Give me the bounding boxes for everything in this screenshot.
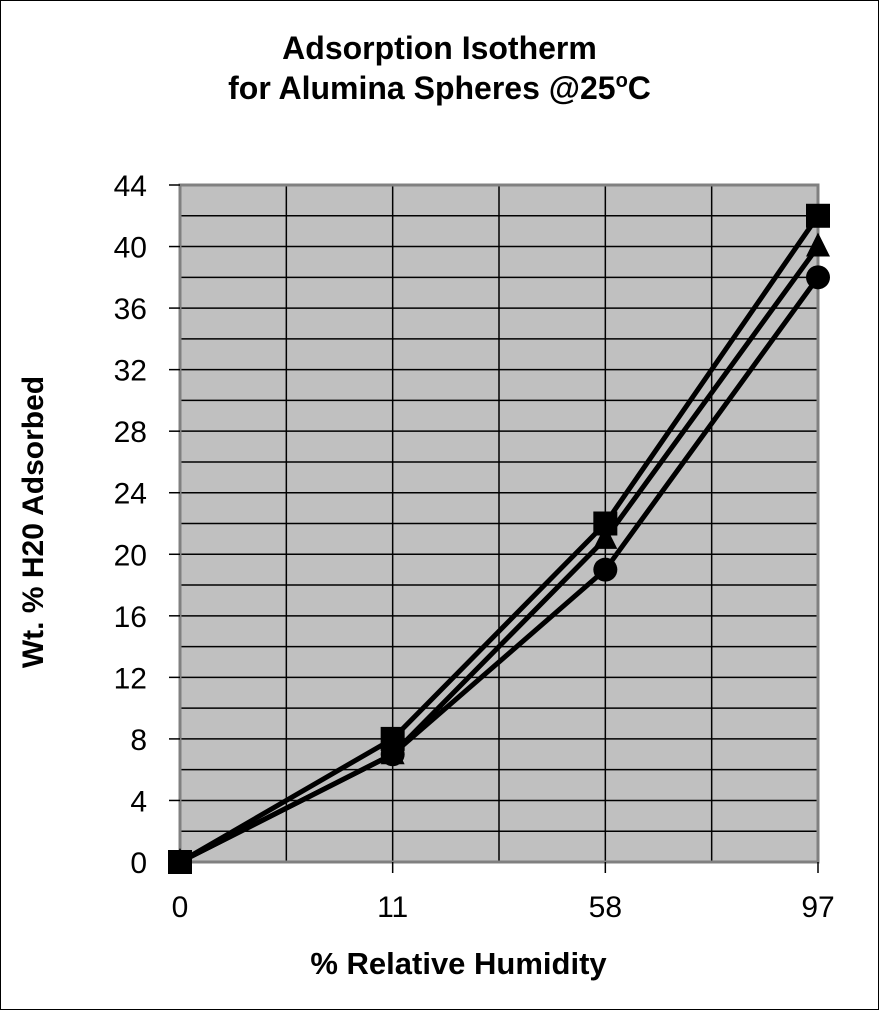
x-tick-label: 0: [172, 891, 189, 924]
triangle-marker-icon: [593, 524, 618, 549]
chart-title-line2: for Alumina Spheres @25oC: [228, 70, 651, 106]
x-tick-label: 11: [377, 891, 408, 924]
y-tick-label: 40: [114, 232, 147, 265]
y-tick-label: 20: [114, 539, 147, 572]
square-marker-icon: [806, 203, 830, 228]
circle-marker-icon: [806, 265, 830, 290]
y-tick-label: 32: [114, 355, 147, 388]
x-tick-label: 58: [589, 891, 622, 924]
circle-marker-icon: [593, 557, 618, 582]
x-axis-label: % Relative Humidity: [310, 946, 607, 981]
plot-border: [178, 183, 820, 864]
y-tick-label: 24: [114, 478, 147, 511]
series-line-circle: [178, 275, 821, 865]
x-tick-label: 97: [801, 891, 834, 924]
y-tick-label: 12: [114, 662, 147, 695]
square-marker-icon: [380, 726, 405, 751]
square-marker-icon: [593, 511, 618, 536]
y-tick-label: 8: [130, 724, 147, 757]
chart-title-line1: Adsorption Isotherm: [282, 30, 597, 66]
y-tick-label: 0: [130, 847, 147, 880]
y-tick-label: 44: [114, 170, 147, 203]
triangle-marker-icon: [380, 740, 405, 765]
y-tick-label: 16: [114, 601, 147, 634]
y-tick-label: 4: [130, 785, 147, 818]
square-marker-icon: [168, 850, 192, 874]
y-tick-label: 28: [114, 416, 147, 449]
y-tick-label: 36: [114, 293, 147, 326]
chart-title: Adsorption Isotherm for Alumina Spheres …: [0, 28, 879, 108]
triangle-marker-icon: [806, 232, 830, 257]
series-line-square: [178, 214, 821, 865]
